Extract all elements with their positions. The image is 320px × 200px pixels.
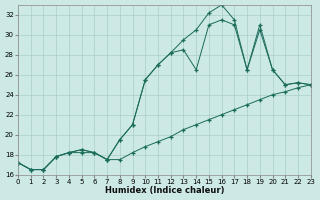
X-axis label: Humidex (Indice chaleur): Humidex (Indice chaleur) — [105, 186, 224, 195]
